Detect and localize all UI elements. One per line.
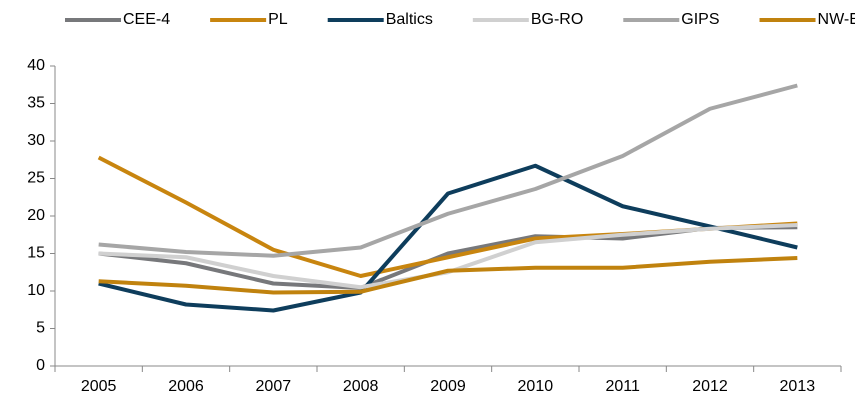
x-tick-label: 2012 [692, 378, 728, 395]
legend-label: BG-RO [531, 11, 583, 28]
x-tick-label: 2010 [518, 378, 554, 395]
x-tick-label: 2009 [430, 378, 466, 395]
series-line [98, 163, 798, 313]
series-line [98, 256, 798, 295]
x-tick-label: 2008 [343, 378, 379, 395]
x-tick-label: 2013 [780, 378, 816, 395]
y-tick-label: 25 [27, 170, 45, 187]
x-tick-label: 2011 [605, 378, 640, 395]
series-line [98, 83, 798, 258]
legend-label: NW-EU [818, 11, 855, 28]
y-tick-label: 30 [27, 132, 45, 149]
series-line [97, 155, 798, 278]
legend-item: BG-RO [472, 11, 583, 28]
x-tick-label: 2005 [81, 378, 117, 395]
legend-label: CEE-4 [123, 11, 170, 28]
y-tick-label: 35 [27, 95, 45, 112]
x-tick-label: 2006 [168, 378, 204, 395]
legend-label: PL [268, 11, 288, 28]
legend-label: GIPS [681, 11, 719, 28]
legend-item: CEE-4 [65, 11, 170, 28]
x-tick-label: 2007 [256, 378, 292, 395]
legend-item: Baltics [327, 11, 433, 28]
legend-item: NW-EU [759, 11, 855, 28]
y-tick-label: 40 [27, 57, 45, 74]
legend-item: PL [210, 11, 288, 28]
legend-label: Baltics [386, 11, 433, 28]
y-tick-label: 15 [27, 245, 45, 262]
y-tick-label: 10 [27, 282, 45, 299]
y-tick-label: 0 [36, 357, 45, 374]
y-tick-label: 20 [27, 207, 45, 224]
y-tick-label: 5 [36, 320, 45, 337]
legend-item: GIPS [623, 11, 720, 28]
